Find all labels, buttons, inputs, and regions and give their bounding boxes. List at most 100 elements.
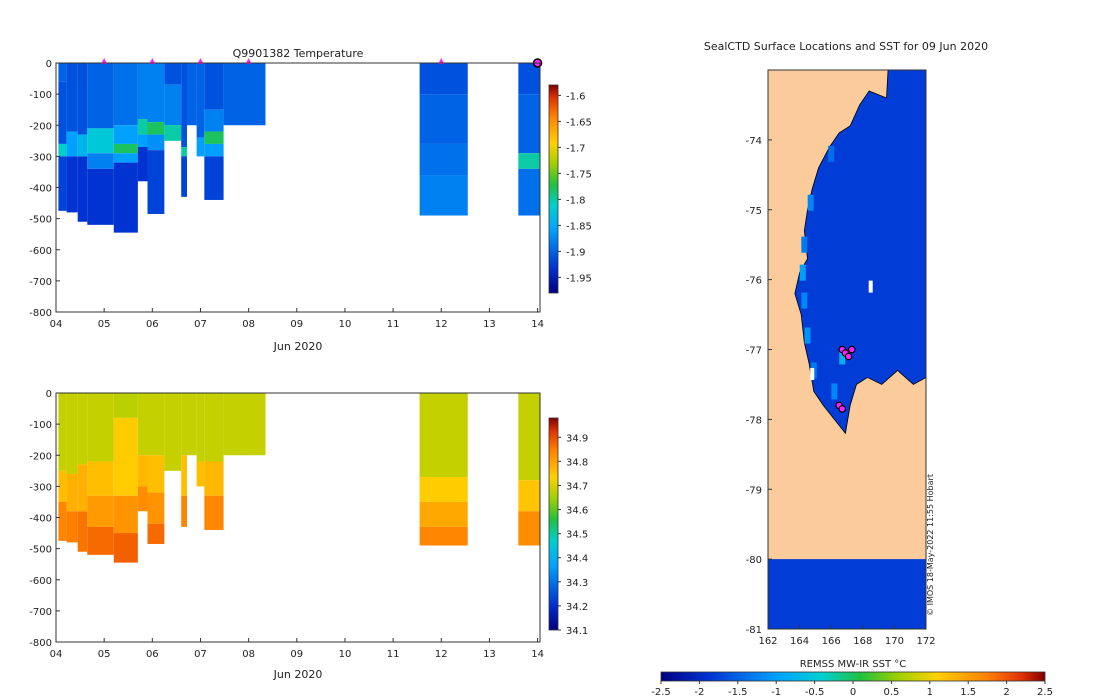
temperature-profile-cell xyxy=(419,143,468,176)
salinity-profile-cell xyxy=(223,393,266,456)
temperature-profile-cell xyxy=(419,175,468,216)
sst-colorbar-tick-label: -1 xyxy=(771,687,781,698)
map-y-tick-label: -75 xyxy=(746,206,762,217)
temperature-profile-cell xyxy=(113,143,138,154)
temperature-y-tick-label: -300 xyxy=(29,152,52,163)
salinity-x-tick-label: 06 xyxy=(146,649,159,660)
sst-colorbar-ticks: -2.5 -2 -1.5 -1 -0.5 0 0.5 1 1.5 2 2.5 xyxy=(651,681,1053,698)
temperature-profile-cell xyxy=(518,63,540,95)
warm-sst-cell xyxy=(801,236,808,253)
map-y-tick-label: -79 xyxy=(746,485,762,496)
seal-location-marker xyxy=(838,405,847,413)
salinity-profile-cell xyxy=(77,393,88,465)
salinity-profile-cell xyxy=(196,393,205,462)
salinity-profile-cell xyxy=(77,464,88,512)
salinity-x-tick-label: 13 xyxy=(483,649,496,660)
temperature-x-label: Jun 2020 xyxy=(273,340,323,353)
map-x-tick-label: 168 xyxy=(853,636,872,647)
temperature-profile-cell xyxy=(204,156,224,200)
sst-colorbar-tick-label: -2 xyxy=(694,687,704,698)
temperature-profile-cell xyxy=(77,63,88,135)
salinity-profile-cell xyxy=(58,393,67,471)
temperature-y-tick-label: -700 xyxy=(29,277,52,288)
temperature-x-tick-label: 09 xyxy=(290,319,303,330)
warm-sst-cell xyxy=(828,145,835,162)
salinity-colorbar-tick-label: 34.1 xyxy=(566,626,588,637)
salinity-profile-cell xyxy=(181,393,187,456)
temperature-profile-cell xyxy=(113,162,138,233)
temperature-profile-cell xyxy=(113,125,138,144)
salinity-profile-cell xyxy=(113,393,138,418)
salinity-colorbar-tick-label: 34.2 xyxy=(566,602,588,613)
salinity-profile-cell xyxy=(419,501,468,527)
temperature-x-tick-label: 14 xyxy=(531,319,544,330)
southern-sst-band xyxy=(768,559,926,629)
temperature-profile-cell xyxy=(518,168,540,216)
temperature-x-tick-label: 06 xyxy=(146,319,159,330)
seal-location-marker xyxy=(844,352,853,361)
salinity-profile-cell xyxy=(66,511,78,543)
salinity-profile-cell xyxy=(518,511,540,546)
temperature-profile-cell xyxy=(181,156,187,197)
temperature-profile-cell xyxy=(66,131,78,157)
temperature-profile-cell xyxy=(58,81,67,144)
seal-location-marker xyxy=(847,345,856,354)
salinity-profile-cell xyxy=(181,495,187,527)
salinity-profile-cell xyxy=(66,473,78,512)
temperature-profile-cell xyxy=(186,63,197,126)
salinity-x-tick-label: 08 xyxy=(242,649,255,660)
salinity-x-tick-label: 04 xyxy=(50,649,63,660)
salinity-y-tick-label: -800 xyxy=(29,638,52,649)
warm-sst-cell xyxy=(807,194,814,211)
temperature-profile-cell xyxy=(164,63,182,85)
temperature-profile-cell xyxy=(164,84,182,126)
temperature-profile-cell xyxy=(137,119,148,135)
temperature-profile-cell xyxy=(419,94,468,144)
temperature-colorbar-tick-label: -1.9 xyxy=(566,247,586,258)
ocean-sst-field xyxy=(794,70,926,435)
salinity-y-tick-label: -100 xyxy=(29,420,52,431)
salinity-profile-cell xyxy=(58,501,67,541)
map-x-tick-label: 166 xyxy=(822,636,841,647)
map-x-tick-label: 172 xyxy=(916,636,935,647)
temperature-profile-cell xyxy=(204,63,224,110)
warm-sst-cell xyxy=(799,264,806,281)
temperature-x-tick-label: 12 xyxy=(435,319,448,330)
temperature-colorbar-tick-label: -1.95 xyxy=(566,273,592,284)
sst-map-y-ticks: -74 -75 -76 -77 -78 -79 -80 -81 xyxy=(746,136,772,636)
salinity-x-tick-label: 14 xyxy=(531,649,544,660)
temperature-y-ticks: 0 -100 -200 -300 -400 -500 -600 -700 -800 xyxy=(29,59,60,319)
map-x-tick-label: 162 xyxy=(758,636,777,647)
salinity-colorbar-tick-label: 34.8 xyxy=(566,457,588,468)
temperature-profiles xyxy=(58,63,540,233)
temperature-colorbar-tick-label: -1.8 xyxy=(566,195,586,206)
temperature-profile-cell xyxy=(181,63,187,148)
salinity-profile-cell xyxy=(181,455,187,496)
salinity-y-tick-label: -200 xyxy=(29,451,52,462)
salinity-profile-cell xyxy=(518,480,540,512)
temperature-y-tick-label: -600 xyxy=(29,246,52,257)
salinity-profile-cell xyxy=(87,461,114,496)
temperature-profile-cell xyxy=(147,134,165,151)
salinity-y-ticks: 0 -100 -200 -300 -400 -500 -600 -700 -800 xyxy=(29,389,60,649)
warm-sst-cell xyxy=(831,383,838,400)
temperature-colorbar-tick-label: -1.65 xyxy=(566,117,592,128)
salinity-profile-cell xyxy=(137,455,148,487)
salinity-profile-cell xyxy=(58,470,67,502)
map-x-tick-label: 164 xyxy=(790,636,809,647)
temperature-profile-cell xyxy=(66,156,78,213)
salinity-x-tick-label: 10 xyxy=(339,649,352,660)
map-y-tick-label: -78 xyxy=(746,415,762,426)
salinity-profile-cell xyxy=(147,393,165,456)
warm-sst-cell xyxy=(839,348,846,365)
temperature-y-tick-label: -400 xyxy=(29,184,52,195)
salinity-profile-cell xyxy=(113,495,138,534)
temperature-profile-cell xyxy=(196,63,205,138)
salinity-colorbar-tick-label: 34.9 xyxy=(566,433,588,444)
salinity-profile-cell xyxy=(419,526,468,546)
salinity-colorbar-tick-label: 34.3 xyxy=(566,578,588,589)
salinity-profile-cell xyxy=(518,393,540,481)
temperature-x-tick-label: 13 xyxy=(483,319,496,330)
sst-colorbar-tick-label: -2.5 xyxy=(651,687,671,698)
